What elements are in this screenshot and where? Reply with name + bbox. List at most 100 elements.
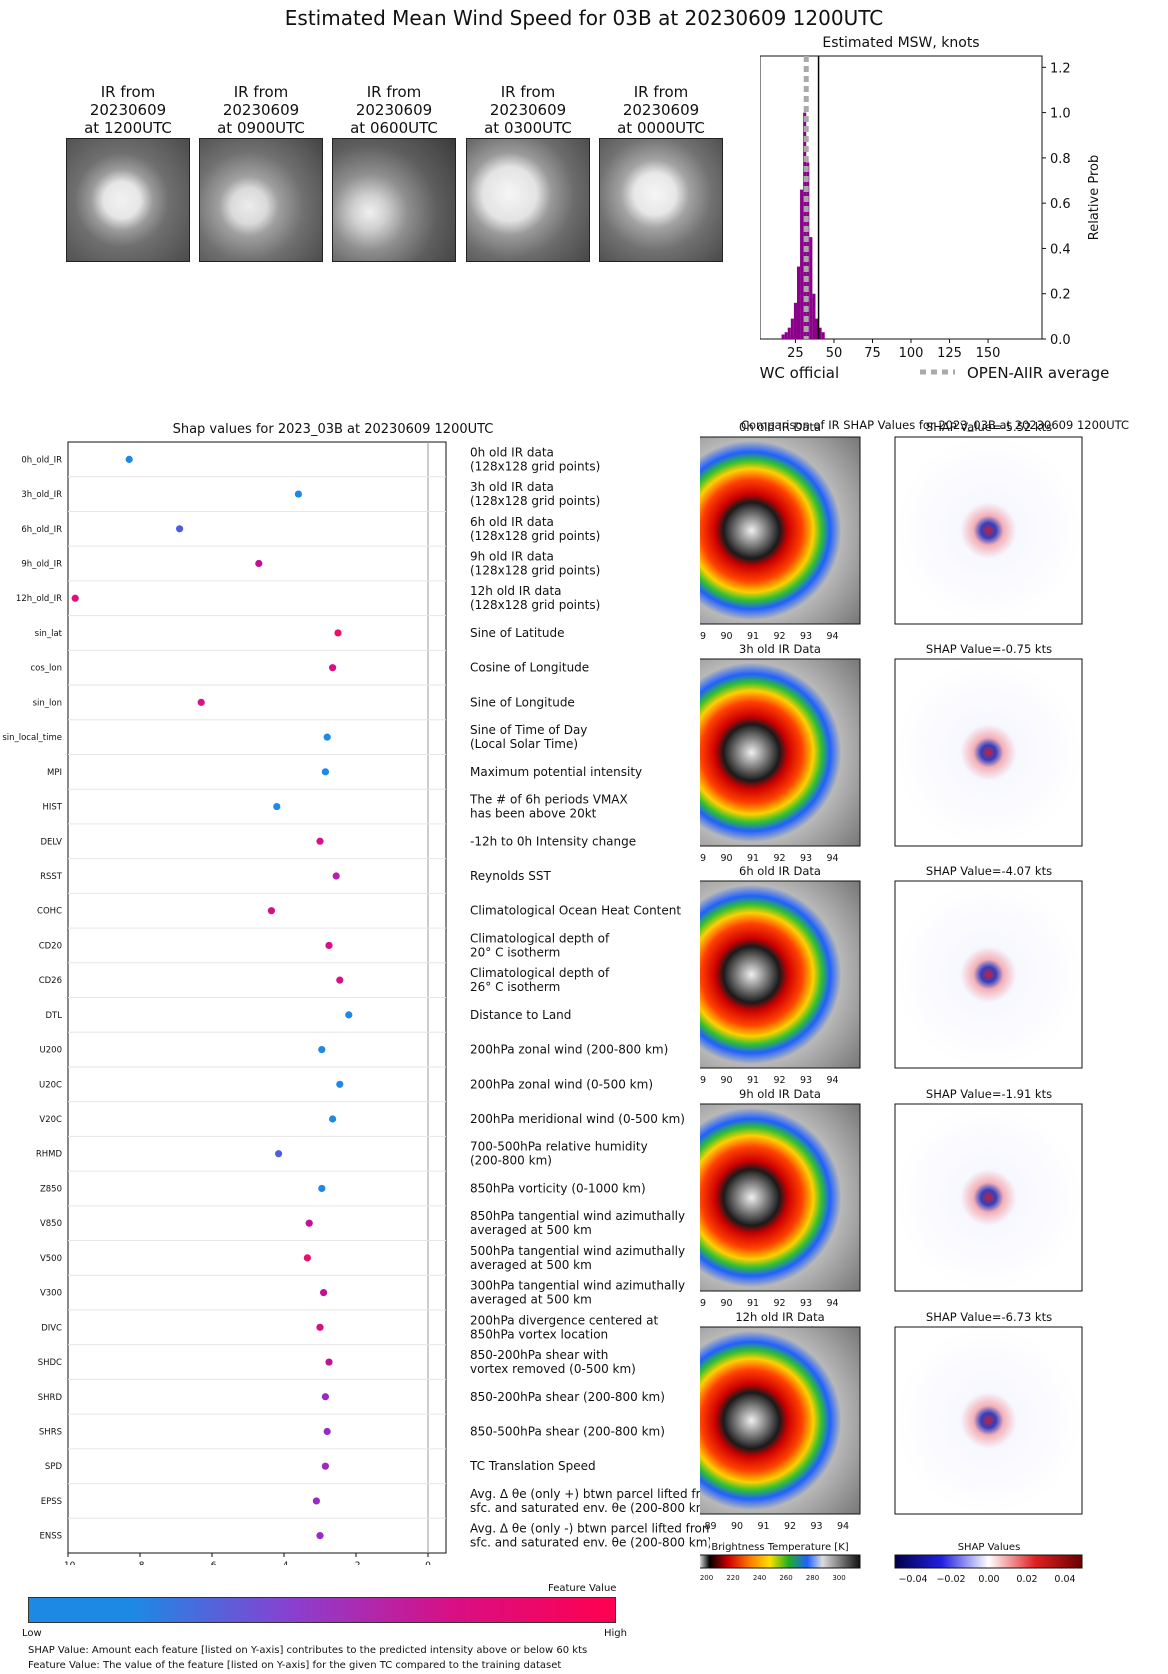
lon-tick-label: 90 — [720, 853, 732, 864]
ir-panel-image — [700, 880, 861, 1069]
ir-shap-comparison: Comparison of IR SHAP Values for 2023_03… — [700, 418, 1129, 1585]
feature-description: 200hPa zonal wind (0-500 km) — [470, 1077, 653, 1091]
lon-tick-label: 92 — [773, 853, 785, 864]
x-tick-label: -2 — [352, 1561, 361, 1565]
feature-name: cos_lon — [30, 664, 62, 674]
feature-description: Distance to Land — [470, 1008, 571, 1022]
shap-point — [332, 872, 340, 880]
feature-description: Cosine of Longitude — [470, 661, 589, 675]
shap-point — [323, 733, 331, 741]
x-tick-label: 100 — [899, 346, 924, 361]
ir-panel-title: 6h old IR Data — [739, 864, 821, 878]
histogram-bar — [803, 112, 807, 339]
feature-name: 0h_old_IR — [21, 455, 62, 465]
shap-point — [294, 490, 302, 498]
shap-point — [316, 837, 324, 845]
shap-point — [334, 629, 342, 637]
lon-tick-label: 93 — [810, 1521, 822, 1532]
feature-name: HIST — [43, 803, 63, 813]
shap-point — [329, 1115, 337, 1123]
ir-panel-title: 12h old IR Data — [735, 1310, 824, 1324]
legend-jtwc-label: JTWC official — [760, 364, 839, 382]
feature-description: 200hPa zonal wind (200-800 km) — [470, 1043, 668, 1057]
ir-shap-title: Comparison of IR SHAP Values for 2023_03… — [741, 418, 1129, 432]
histogram-bar — [800, 189, 804, 339]
bt-colorbar-tick: 260 — [779, 1574, 792, 1582]
shap-colorbar-title: SHAP Values — [958, 1542, 1021, 1553]
ir-thumbnail-image — [332, 138, 456, 262]
bt-colorbar-tick: 280 — [806, 1574, 819, 1582]
shap-point — [318, 1045, 326, 1054]
shap-colorbar-tick: 0.00 — [978, 1574, 999, 1585]
lon-tick-label: 91 — [747, 1298, 759, 1309]
feature-description: Climatological depth of 20° C isotherm — [470, 931, 610, 959]
bt-colorbar-tick: 240 — [753, 1574, 766, 1582]
ir-thumbnail-image — [66, 138, 190, 262]
feature-name: V20C — [39, 1115, 62, 1125]
y-tick-label: 1.0 — [1050, 107, 1071, 122]
histogram-bar — [815, 318, 819, 339]
feature-description: Avg. Δ θe (only -) btwn parcel lifted fr… — [470, 1522, 710, 1550]
ir-thumbnail-image — [599, 138, 723, 262]
shap-point — [336, 976, 344, 984]
shap-colorbar-tick: −0.02 — [936, 1574, 965, 1585]
ir-thumbnail-image — [199, 138, 323, 262]
feature-name: sin_lat — [35, 629, 63, 639]
lon-tick-label: 92 — [773, 1298, 785, 1309]
bt-colorbar-title: Brightness Temperature [K] — [711, 1542, 848, 1553]
x-tick-label: -6 — [208, 1561, 217, 1565]
feature-name: CD26 — [39, 976, 62, 986]
x-tick-label: 150 — [976, 346, 1001, 361]
lon-tick-label: 91 — [747, 853, 759, 864]
shap-colorbar — [894, 1554, 1083, 1569]
main-title: Estimated Mean Wind Speed for 03B at 202… — [284, 6, 884, 30]
histogram-bar — [809, 237, 813, 339]
shap-point — [255, 559, 263, 568]
lon-tick-label: 94 — [837, 1521, 849, 1532]
x-tick-label: 0 — [425, 1561, 431, 1565]
shap-colorbar-tick: −0.04 — [898, 1574, 927, 1585]
shap-colorbar-tick: 0.02 — [1016, 1574, 1037, 1585]
feature-description: TC Translation Speed — [469, 1459, 596, 1473]
ir-panel-image — [700, 436, 861, 625]
feature-description: 850hPa tangential wind azimuthally averag… — [470, 1209, 685, 1237]
feature-value-colorbar — [28, 1597, 616, 1623]
lon-tick-label: 93 — [800, 853, 812, 864]
shap-colorbar-tick: 0.04 — [1054, 1574, 1075, 1585]
histogram-bar — [790, 318, 794, 339]
ir-panel-title: 3h old IR Data — [739, 642, 821, 656]
feature-colorbar-title: Feature Value — [548, 1583, 617, 1594]
lon-tick-label: 94 — [826, 631, 838, 642]
shap-point — [329, 664, 337, 672]
shap-point — [267, 907, 275, 915]
lon-tick-label: 94 — [826, 853, 838, 864]
feature-name: sin_local_time — [2, 733, 62, 743]
feature-name: 9h_old_IR — [21, 560, 62, 570]
lon-tick-label: 89 — [700, 1298, 706, 1309]
feature-name: Z850 — [40, 1184, 62, 1194]
ir-thumbnail-title: IR from 20230609 at 0300UTC — [484, 83, 572, 137]
shap-point — [321, 1462, 329, 1470]
histogram-bar — [796, 266, 801, 339]
feature-description: 300hPa tangential wind azimuthally averag… — [470, 1279, 685, 1307]
feature-name: MPI — [47, 768, 62, 778]
shap-panel-image — [894, 1103, 1083, 1292]
feature-description: 6h old IR data (128x128 grid points) — [470, 515, 600, 543]
feature-description: -12h to 0h Intensity change — [470, 834, 636, 848]
ir-thumbnail-image — [466, 138, 590, 262]
lon-tick-label: 92 — [784, 1521, 796, 1532]
lon-tick-label: 92 — [773, 1075, 785, 1086]
shap-panel-title: SHAP Value=-4.07 kts — [926, 864, 1052, 878]
ir-thumbnail-title: IR from 20230609 at 0600UTC — [350, 83, 438, 137]
bt-colorbar-tick: 200 — [700, 1574, 713, 1582]
shap-point — [320, 1289, 328, 1297]
feature-name: DIVC — [41, 1323, 62, 1333]
lon-tick-label: 90 — [720, 1298, 732, 1309]
feature-description: 200hPa meridional wind (0-500 km) — [470, 1112, 685, 1126]
feature-description: 700-500hPa relative humidity (200-800 km) — [470, 1140, 648, 1168]
feature-name: 3h_old_IR — [21, 490, 62, 500]
feature-description: Avg. Δ θe (only +) btwn parcel lifted fr… — [470, 1487, 710, 1515]
lon-tick-label: 94 — [826, 1075, 838, 1086]
ir-panel-image — [700, 1103, 861, 1292]
lon-tick-label: 92 — [773, 631, 785, 642]
